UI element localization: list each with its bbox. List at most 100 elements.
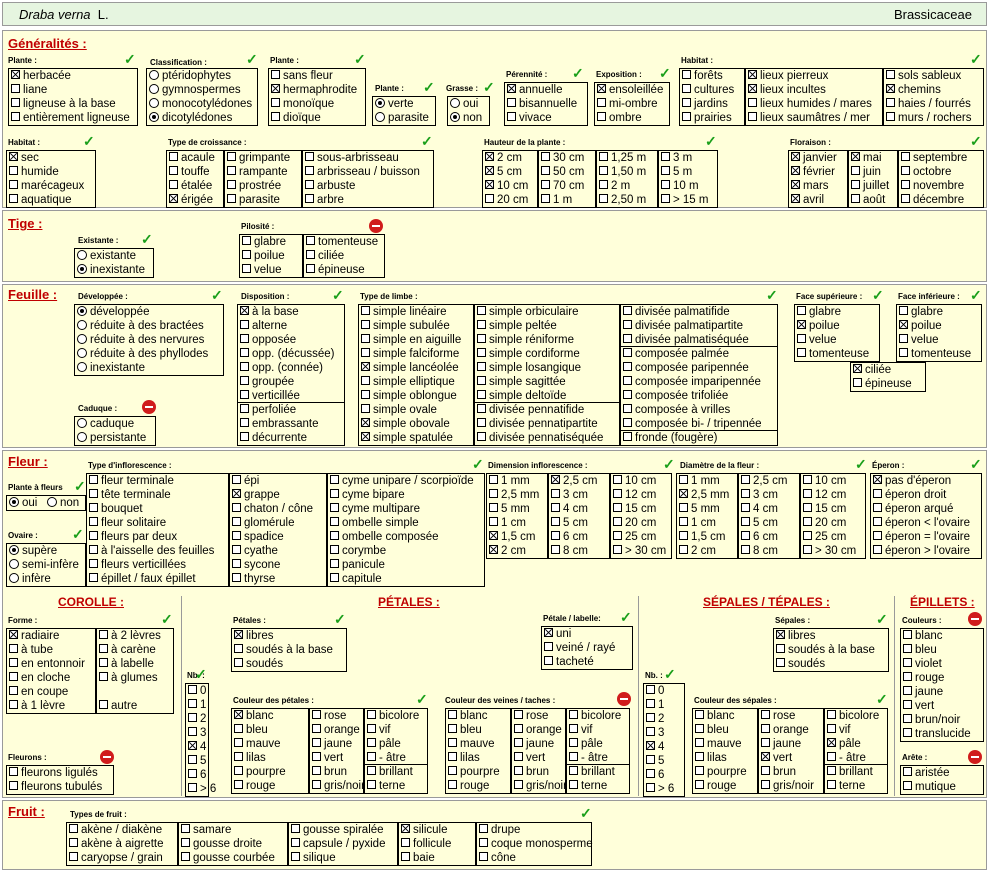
checkbox[interactable]	[827, 780, 836, 790]
checkbox[interactable]	[791, 166, 800, 176]
checkbox-option[interactable]: 1	[645, 698, 664, 712]
checkbox[interactable]	[514, 738, 523, 748]
checkbox[interactable]	[507, 112, 516, 122]
checkbox-option[interactable]: fleurs par deux	[88, 530, 177, 544]
checkbox[interactable]	[679, 475, 688, 485]
checkbox-option[interactable]: sols sableux	[885, 69, 961, 83]
checkbox[interactable]	[761, 780, 770, 790]
checkbox-option[interactable]: 2,5 cm	[550, 474, 598, 488]
checkbox-option[interactable]: embrassante	[239, 417, 318, 431]
checkbox-option[interactable]: sycone	[231, 558, 280, 572]
checkbox-option[interactable]: 2,5 mm	[488, 488, 539, 502]
checkbox[interactable]	[234, 630, 243, 640]
checkbox-option[interactable]: éperon > l'ovaire	[872, 544, 970, 558]
checkbox-option[interactable]: > 6	[645, 782, 674, 796]
checkbox-option[interactable]: follicule	[400, 837, 451, 851]
checkbox-option[interactable]: à glumes	[98, 671, 158, 685]
checkbox-option[interactable]: octobre	[900, 165, 951, 179]
checkbox-option[interactable]: bleu	[447, 723, 482, 737]
checkbox[interactable]	[661, 180, 670, 190]
checkbox[interactable]	[679, 517, 688, 527]
checkbox-option[interactable]: vif	[568, 723, 593, 737]
checkbox[interactable]	[240, 348, 249, 358]
checkbox-option[interactable]: 5 mm	[488, 502, 530, 516]
checkbox-option[interactable]: simple orbiculaire	[476, 305, 578, 319]
radio-button[interactable]	[77, 249, 87, 260]
checkbox[interactable]	[361, 404, 370, 414]
checkbox[interactable]	[741, 517, 750, 527]
checkbox-option[interactable]: brun	[760, 765, 796, 779]
radio-button[interactable]	[9, 572, 19, 583]
checkbox[interactable]	[11, 84, 20, 94]
checkbox-option[interactable]: simple sagittée	[476, 375, 566, 389]
checkbox-option[interactable]: 4 cm	[740, 502, 778, 516]
checkbox[interactable]	[827, 710, 836, 720]
checkbox-option[interactable]: herbacée	[10, 69, 71, 83]
checkbox-option[interactable]: 50 cm	[540, 165, 584, 179]
checkbox[interactable]	[188, 783, 197, 793]
checkbox-option[interactable]: fleur solitaire	[88, 516, 166, 530]
checkbox-option[interactable]: prairies	[681, 111, 732, 125]
radio-option[interactable]: infère	[8, 572, 51, 586]
checkbox-option[interactable]: 1 mm	[488, 474, 530, 488]
checkbox[interactable]	[903, 728, 912, 738]
checkbox[interactable]	[188, 713, 197, 723]
checkbox-option[interactable]: marécageux	[8, 179, 84, 193]
checkbox[interactable]	[679, 503, 688, 513]
checkbox-option[interactable]: ombelle simple	[329, 516, 419, 530]
checkbox[interactable]	[695, 710, 704, 720]
checkbox[interactable]	[748, 84, 757, 94]
checkbox-option[interactable]: opp. (décussée)	[239, 347, 334, 361]
checkbox-option[interactable]: entièrement ligneuse	[10, 111, 130, 125]
checkbox[interactable]	[901, 194, 910, 204]
checkbox[interactable]	[232, 475, 241, 485]
checkbox-option[interactable]: simple ovale	[360, 403, 437, 417]
radio-button[interactable]	[149, 97, 159, 108]
checkbox[interactable]	[623, 306, 632, 316]
checkbox[interactable]	[485, 180, 494, 190]
checkbox[interactable]	[514, 766, 523, 776]
checkbox[interactable]	[741, 489, 750, 499]
checkbox-option[interactable]: simple obovale	[360, 417, 450, 431]
radio-button[interactable]	[77, 333, 87, 344]
radio-option[interactable]: inexistante	[76, 361, 145, 375]
checkbox[interactable]	[903, 714, 912, 724]
checkbox-option[interactable]: bleu	[694, 723, 729, 737]
checkbox[interactable]	[886, 84, 895, 94]
checkbox[interactable]	[544, 656, 553, 666]
radio-option[interactable]: gymnospermes	[148, 83, 241, 97]
checkbox-option[interactable]: murs / rochers	[885, 111, 972, 125]
checkbox-option[interactable]: éperon arqué	[872, 502, 953, 516]
checkbox-option[interactable]: fleurons tubulés	[8, 780, 102, 794]
checkbox[interactable]	[9, 180, 18, 190]
checkbox[interactable]	[330, 559, 339, 569]
checkbox-option[interactable]: pâle	[366, 737, 401, 751]
radio-button[interactable]	[77, 431, 87, 442]
checkbox[interactable]	[903, 644, 912, 654]
checkbox[interactable]	[169, 180, 178, 190]
checkbox-option[interactable]: libres	[233, 629, 273, 643]
checkbox[interactable]	[761, 752, 770, 762]
checkbox-option[interactable]: humide	[8, 165, 59, 179]
checkbox-option[interactable]: juillet	[850, 179, 889, 193]
checkbox-option[interactable]: lilas	[233, 751, 266, 765]
checkbox-option[interactable]: prostrée	[226, 179, 281, 193]
checkbox-option[interactable]: 8 cm	[550, 544, 588, 558]
checkbox-option[interactable]: gris/noir	[513, 779, 567, 793]
checkbox-option[interactable]: simple peltée	[476, 319, 557, 333]
checkbox-option[interactable]: libres	[775, 629, 815, 643]
checkbox[interactable]	[312, 766, 321, 776]
checkbox-option[interactable]: décurrente	[239, 431, 307, 445]
checkbox-option[interactable]: 2 m	[598, 179, 630, 193]
checkbox-option[interactable]: 8 cm	[740, 544, 778, 558]
checkbox[interactable]	[169, 152, 178, 162]
checkbox-option[interactable]: 0	[645, 684, 664, 698]
checkbox[interactable]	[489, 545, 498, 555]
checkbox[interactable]	[401, 852, 410, 862]
checkbox[interactable]	[741, 503, 750, 513]
checkbox[interactable]	[477, 348, 486, 358]
checkbox-option[interactable]: à 1 lèvre	[8, 699, 65, 713]
checkbox-option[interactable]: orange	[513, 723, 562, 737]
checkbox-option[interactable]: terne	[366, 779, 405, 793]
checkbox-option[interactable]: 6 cm	[550, 530, 588, 544]
